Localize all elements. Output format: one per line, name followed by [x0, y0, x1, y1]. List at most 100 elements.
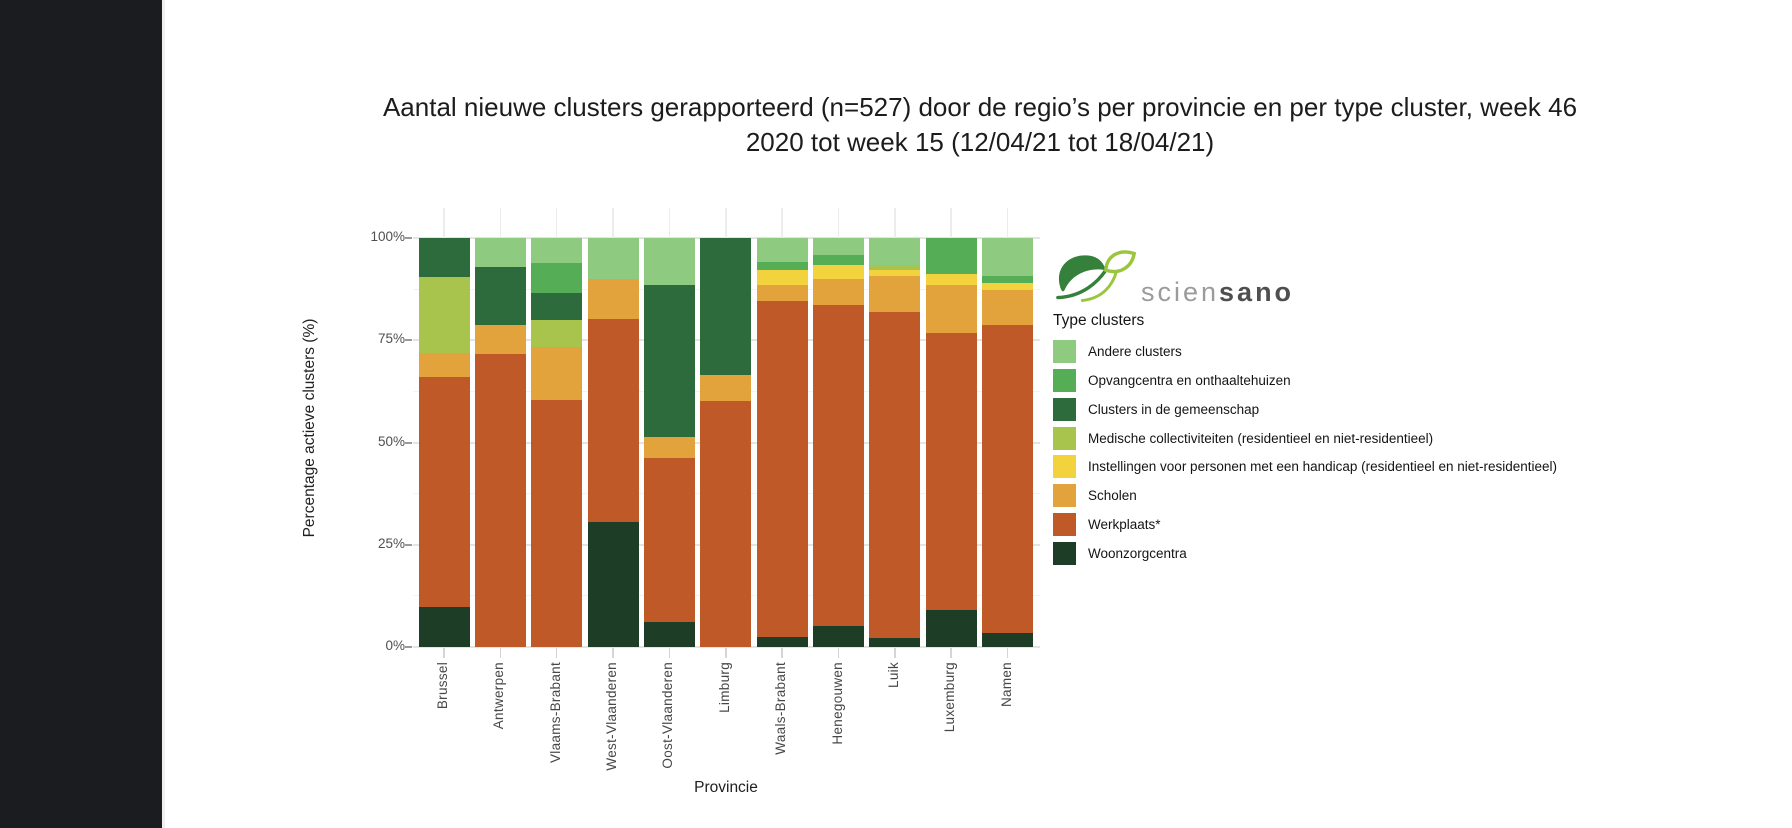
- bar-segment: [643, 436, 695, 459]
- legend-item: Scholen: [1053, 484, 1557, 508]
- x-tick-label-vlaams-brabant: Vlaams-Brabant: [547, 662, 563, 763]
- legend-swatch: [1053, 340, 1076, 364]
- bar-segment: [531, 293, 583, 320]
- legend-item: Opvangcentra en onthaaltehuizen: [1053, 368, 1557, 392]
- chart-title-line1: Aantal nieuwe clusters gerapporteerd (n=…: [382, 92, 1578, 122]
- bar-segment: [756, 269, 808, 286]
- x-tick-label-namen: Namen: [998, 662, 1014, 708]
- bar-segment: [418, 238, 470, 277]
- bar-segment: [925, 274, 977, 286]
- x-tick-mark: [950, 648, 952, 658]
- y-tick-label: 50%: [377, 433, 405, 449]
- bar-segment: [869, 238, 921, 265]
- legend-label: Woonzorgcentra: [1088, 545, 1187, 561]
- y-tick-mark: [405, 441, 412, 444]
- bar-segment: [982, 325, 1034, 633]
- x-tick-label-waals-brabant: Waals-Brabant: [773, 662, 789, 755]
- x-tick-label-oost-vlaanderen: Oost-Vlaanderen: [660, 662, 676, 769]
- x-tick-label-brussel: Brussel: [435, 662, 450, 710]
- y-axis-title: Percentage actieve clusters (%): [301, 318, 318, 538]
- bar-segment: [531, 346, 583, 400]
- bar-segment: [982, 632, 1034, 647]
- bar-segment: [700, 401, 752, 647]
- bar-segment: [869, 637, 921, 647]
- bar-segment: [474, 266, 526, 326]
- major-gridline: [413, 646, 1040, 648]
- x-tick-label-henegouwen: Henegouwen: [829, 662, 845, 745]
- bar-segment: [643, 458, 695, 622]
- legend-label: Clusters in de gemeenschap: [1088, 401, 1260, 417]
- x-tick-mark: [555, 648, 558, 658]
- bar-segment: [756, 636, 808, 647]
- bar-segment: [982, 238, 1034, 276]
- legend-label: Scholen: [1088, 488, 1137, 504]
- plot-area: [413, 208, 1040, 648]
- bar-segment: [474, 354, 526, 647]
- sciensano-leaf-icon: [1056, 250, 1137, 302]
- bar-segment: [925, 610, 977, 647]
- y-tick-mark: [405, 339, 412, 342]
- bar-segment: [925, 238, 977, 275]
- bar-segment: [418, 376, 470, 607]
- x-tick-label-luxemburg: Luxemburg: [942, 662, 958, 733]
- legend-swatch: [1053, 484, 1076, 508]
- x-tick-mark: [781, 648, 783, 658]
- x-tick-label-limburg: Limburg: [716, 662, 732, 713]
- bar-segment: [756, 261, 808, 270]
- bar-segment: [756, 238, 808, 262]
- legend-item: Clusters in de gemeenschap: [1053, 397, 1557, 421]
- x-tick-label-west-vlaanderen: West-Vlaanderen: [604, 662, 620, 771]
- logo-text-sano: sano: [1219, 277, 1295, 307]
- sciensano-logo: sciensano: [1053, 244, 1294, 310]
- bar-segment: [982, 275, 1034, 284]
- bar-segment: [418, 276, 470, 354]
- bar-segment: [418, 606, 470, 647]
- bar-segment: [813, 255, 865, 265]
- y-tick-label: 0%: [385, 638, 405, 653]
- bar-segment: [813, 305, 865, 627]
- y-tick-mark: [405, 646, 412, 648]
- bar-segment: [925, 285, 977, 333]
- x-tick-label-antwerpen: Antwerpen: [491, 662, 507, 730]
- y-tick-label: 100%: [370, 229, 405, 244]
- bar-segment: [531, 399, 583, 647]
- bar-segment: [474, 325, 526, 355]
- legend-label: Instellingen voor personen met een handi…: [1088, 459, 1558, 475]
- bar-segment: [531, 238, 583, 263]
- bar-segment: [756, 285, 808, 301]
- bar-segment: [587, 521, 639, 647]
- bar-segment: [813, 626, 865, 647]
- bar-segment: [982, 289, 1034, 326]
- legend-item: Werkplaats*: [1053, 512, 1557, 536]
- legend-label: Andere clusters: [1088, 344, 1182, 360]
- legend-item: Woonzorgcentra: [1053, 541, 1557, 565]
- bar-segment: [643, 238, 695, 286]
- bar-segment: [587, 319, 639, 522]
- bar-segment: [700, 238, 752, 375]
- legend-swatch: [1053, 368, 1076, 392]
- chart-title-line2: 2020 tot week 15 (12/04/21 tot 18/04/21): [745, 127, 1215, 157]
- bar-segment: [869, 264, 921, 270]
- bar-segment: [474, 238, 526, 267]
- bar-segment: [813, 264, 865, 279]
- left-sidebar: [0, 0, 165, 828]
- y-tick-label: 25%: [377, 535, 405, 551]
- x-tick-mark: [612, 648, 614, 658]
- x-tick-mark: [725, 648, 727, 658]
- bar-segment: [587, 238, 639, 279]
- legend-label: Opvangcentra en onthaaltehuizen: [1088, 372, 1291, 388]
- bar-segment: [531, 319, 583, 347]
- bar-segment: [869, 275, 921, 312]
- bar-segment: [813, 238, 865, 256]
- y-tick-label: 75%: [377, 331, 405, 347]
- y-tick-mark: [405, 543, 412, 546]
- legend-item: Medische collectiviteiten (residentieel …: [1053, 426, 1557, 450]
- bar-segment: [869, 311, 921, 638]
- bar-segment: [869, 269, 921, 276]
- y-tick-mark: [405, 237, 412, 239]
- legend-label: Werkplaats*: [1088, 516, 1161, 532]
- legend-label: Medische collectiviteiten (residentieel …: [1088, 430, 1434, 446]
- legend-swatch: [1053, 426, 1076, 450]
- x-tick-mark: [668, 648, 671, 658]
